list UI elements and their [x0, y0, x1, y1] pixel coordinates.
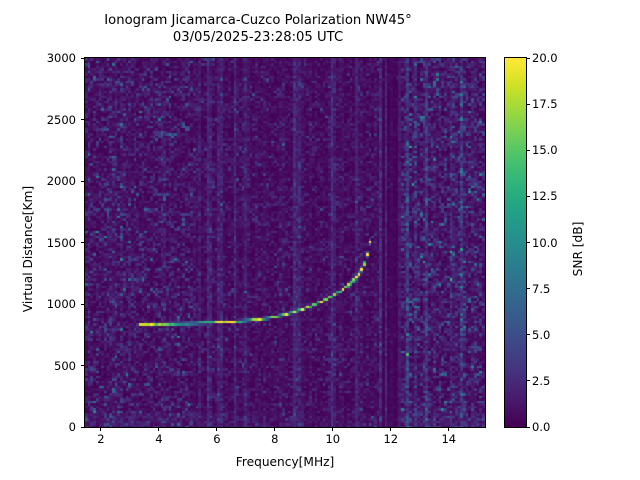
x-tick-label-10: 10 — [325, 432, 341, 446]
colorbar-tick-label-20: 20.0 — [532, 51, 558, 65]
colorbar-tick-label-0: 0.0 — [532, 420, 551, 434]
y-tick-label-0: 0 — [68, 420, 76, 434]
x-tick-label-4: 4 — [155, 432, 163, 446]
colorbar-tick-label-2p5: 2.5 — [532, 373, 551, 388]
y-tick-mark — [80, 119, 84, 120]
colorbar-tick-mark — [526, 149, 530, 151]
colorbar-tick-mark — [526, 288, 530, 290]
ionogram-heatmap-canvas — [85, 58, 485, 427]
y-tick-label-2500: 2500 — [46, 112, 76, 127]
x-tick-label-2: 2 — [97, 432, 105, 446]
colorbar-tick-mark — [526, 103, 530, 105]
y-tick-mark — [80, 303, 84, 305]
colorbar-gradient-canvas — [505, 58, 526, 427]
y-tick-label-3000: 3000 — [46, 51, 76, 65]
colorbar-tick-label-7p5: 7.5 — [532, 281, 551, 296]
colorbar-tick-mark — [526, 426, 530, 428]
figure-title: Ionogram Jicamarca-Cuzco Polarization NW… — [104, 13, 412, 45]
colorbar-tick-label-5: 5.0 — [532, 327, 551, 342]
x-tick-label-14: 14 — [441, 432, 457, 446]
colorbar-tick-mark — [526, 380, 530, 382]
y-tick-label-1000: 1000 — [46, 297, 76, 311]
y-tick-mark — [80, 365, 84, 366]
x-tick-mark — [274, 427, 276, 431]
x-tick-mark — [100, 427, 102, 431]
colorbar-tick-mark — [526, 195, 530, 197]
x-tick-mark — [216, 427, 218, 431]
colorbar-tick-mark — [526, 242, 530, 243]
y-tick-label-1500: 1500 — [46, 235, 76, 250]
x-axis-label: Frequency[MHz] — [235, 455, 335, 469]
ionogram-plot-area — [84, 57, 486, 428]
y-tick-label-2000: 2000 — [46, 174, 76, 188]
x-tick-mark — [332, 427, 334, 431]
colorbar-label: SNR [dB] — [571, 221, 585, 277]
x-tick-mark — [158, 427, 160, 431]
x-tick-mark — [448, 427, 450, 431]
colorbar-tick-mark — [526, 57, 530, 59]
x-tick-label-12: 12 — [383, 432, 399, 446]
x-tick-mark — [390, 427, 392, 431]
y-tick-mark — [80, 180, 84, 182]
colorbar-tick-mark — [526, 334, 530, 336]
y-tick-label-500: 500 — [54, 358, 76, 373]
colorbar-tick-label-10: 10.0 — [532, 235, 558, 250]
y-tick-mark — [80, 242, 84, 243]
x-tick-label-8: 8 — [271, 432, 279, 446]
colorbar-tick-label-17p5: 17.5 — [532, 97, 558, 112]
x-tick-label-6: 6 — [213, 432, 221, 446]
y-tick-mark — [80, 426, 84, 428]
y-tick-mark — [80, 57, 84, 59]
colorbar-tick-label-12p5: 12.5 — [532, 189, 558, 204]
colorbar — [504, 57, 527, 428]
colorbar-tick-label-15: 15.0 — [532, 143, 558, 158]
